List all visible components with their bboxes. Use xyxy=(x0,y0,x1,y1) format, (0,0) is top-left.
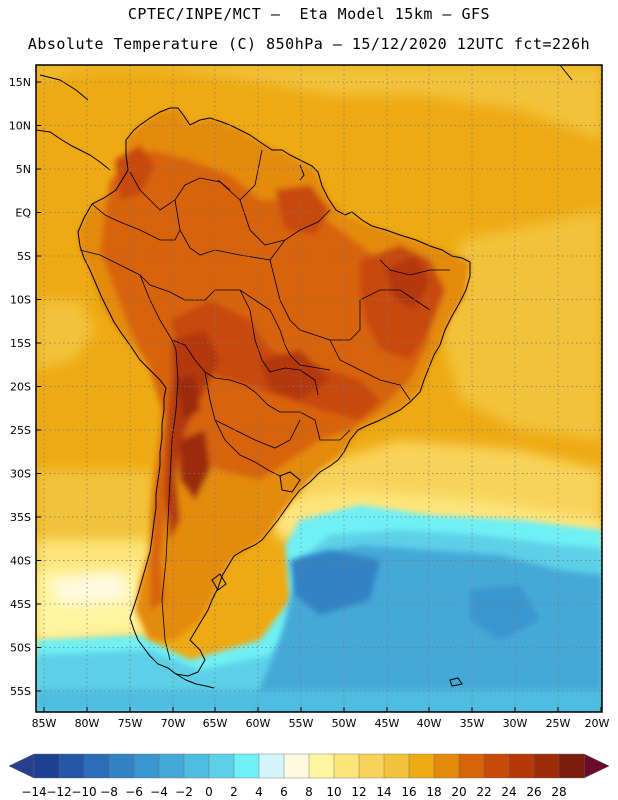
lon-label: 75W xyxy=(118,717,143,730)
colorbar-swatch xyxy=(533,753,560,779)
country-borders xyxy=(79,149,450,661)
temperature-field xyxy=(36,65,602,712)
colorbar-label: 10 xyxy=(326,785,341,799)
colorbar-label: −6 xyxy=(125,785,143,799)
colorbar-swatch xyxy=(308,753,335,779)
lat-label: 15N xyxy=(9,76,31,89)
colorbar-swatch xyxy=(383,753,410,779)
colorbar-swatch xyxy=(283,753,310,779)
colorbar-label: −10 xyxy=(71,785,96,799)
lon-label: 40W xyxy=(417,717,442,730)
colorbar-swatch xyxy=(83,753,110,779)
colorbar-label: 8 xyxy=(305,785,313,799)
colorbar-swatch xyxy=(458,753,485,779)
colorbar-label: −4 xyxy=(150,785,168,799)
colorbar-swatch xyxy=(208,753,235,779)
lat-label: 35S xyxy=(10,511,31,524)
colorbar-swatch xyxy=(258,753,285,779)
colorbar-label: 12 xyxy=(351,785,366,799)
lat-label: 50S xyxy=(10,642,31,655)
lat-label: 40S xyxy=(10,555,31,568)
colorbar-swatch xyxy=(58,753,85,779)
lon-label: 30W xyxy=(503,717,528,730)
title-line-1: CPTEC/INPE/MCT – Eta Model 15km – GFS xyxy=(127,5,491,23)
colorbar-label: 16 xyxy=(401,785,416,799)
lat-label: 15S xyxy=(10,337,31,350)
longitude-axis: 85W 80W 75W 70W 65W 60W 55W 50W 45W 40W … xyxy=(32,707,610,730)
colorbar-label: 2 xyxy=(230,785,238,799)
colorbar-swatch xyxy=(508,753,535,779)
colorbar-swatch xyxy=(108,753,135,779)
colorbar-label: 18 xyxy=(426,785,441,799)
colorbar-label: 14 xyxy=(376,785,391,799)
lon-label: 50W xyxy=(332,717,357,730)
colorbar: −14 −12 −10 −8 −6 −4 −2 0 2 4 6 8 10 12 14 16 18 20 22 24 26… xyxy=(8,753,610,799)
colorbar-swatch xyxy=(133,753,160,779)
colorbar-swatch xyxy=(558,753,585,779)
colorbar-label: −12 xyxy=(46,785,71,799)
colorbar-right-arrow xyxy=(583,753,610,779)
map-frame xyxy=(35,64,603,713)
lon-label: 55W xyxy=(289,717,314,730)
lon-label: 85W xyxy=(32,717,57,730)
colorbar-swatch xyxy=(333,753,360,779)
lat-label: 55S xyxy=(10,685,31,698)
title-line-2: Absolute Temperature (C) 850hPa – 15/12/… xyxy=(27,35,591,53)
colorbar-label: −8 xyxy=(100,785,118,799)
lat-label: 45S xyxy=(10,598,31,611)
lat-label: 20S xyxy=(10,381,31,394)
lat-label: 5N xyxy=(16,163,31,176)
lon-label: 35W xyxy=(460,717,485,730)
lat-label: 10S xyxy=(10,294,31,307)
lat-label: 10N xyxy=(9,120,31,133)
lon-label: 80W xyxy=(75,717,100,730)
colorbar-swatch xyxy=(233,753,260,779)
lon-label: 65W xyxy=(203,717,228,730)
colorbar-label: 26 xyxy=(526,785,541,799)
coastline xyxy=(36,65,573,689)
colorbar-swatch xyxy=(408,753,435,779)
lon-label: 25W xyxy=(546,717,571,730)
colorbar-swatch xyxy=(433,753,460,779)
colorbar-swatch xyxy=(33,753,60,779)
lon-label: 45W xyxy=(375,717,400,730)
colorbar-swatch xyxy=(183,753,210,779)
colorbar-swatch xyxy=(358,753,385,779)
colorbar-label: 0 xyxy=(205,785,213,799)
colorbar-label: 24 xyxy=(501,785,516,799)
lon-label: 60W xyxy=(246,717,271,730)
colorbar-label: 28 xyxy=(551,785,566,799)
colorbar-label: 6 xyxy=(280,785,288,799)
lat-label: 5S xyxy=(17,250,31,263)
lat-label: 25S xyxy=(10,424,31,437)
lat-label: 30S xyxy=(10,468,31,481)
latitude-axis: 15N 10N 5N EQ 5S 10S 15S 20S 25S 30S 35S… xyxy=(9,76,41,698)
lon-label: 20W xyxy=(585,717,610,730)
lat-label: EQ xyxy=(15,207,31,220)
colorbar-swatch xyxy=(483,753,510,779)
colorbar-label: −2 xyxy=(175,785,193,799)
lon-label: 70W xyxy=(161,717,186,730)
colorbar-label: 4 xyxy=(255,785,263,799)
colorbar-label: 22 xyxy=(476,785,491,799)
colorbar-swatch xyxy=(158,753,185,779)
colorbar-left-arrow xyxy=(8,753,35,779)
colorbar-label: 20 xyxy=(451,785,466,799)
colorbar-label: −14 xyxy=(21,785,46,799)
